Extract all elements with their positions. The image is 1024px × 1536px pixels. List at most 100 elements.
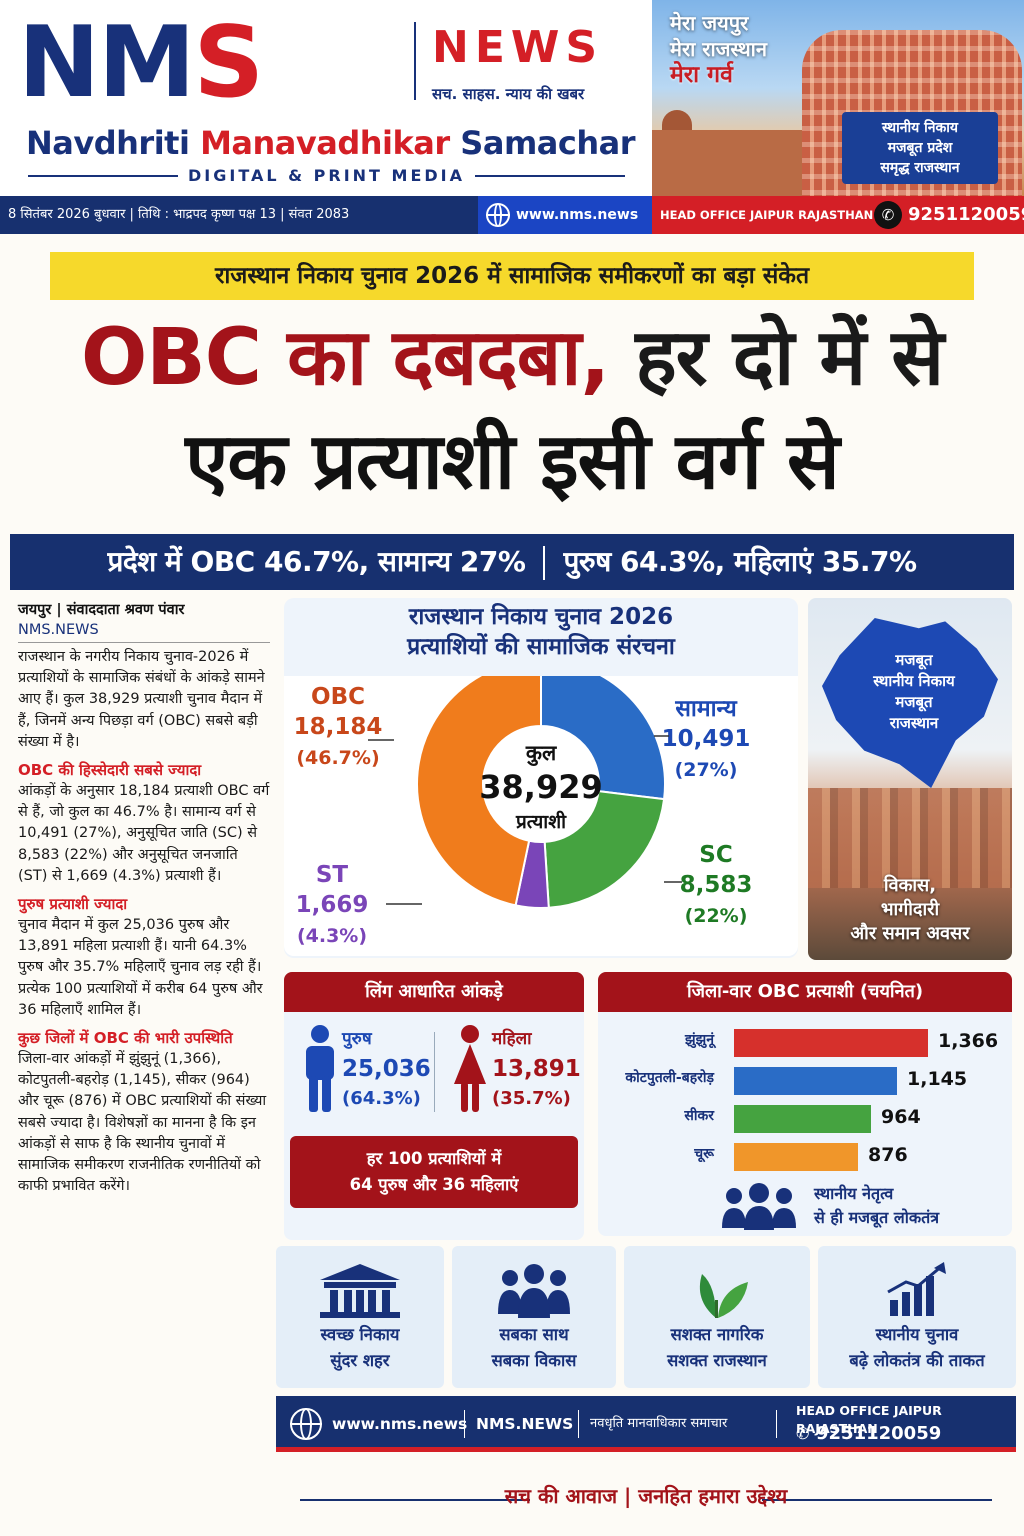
- leaf-icon: [699, 1274, 748, 1318]
- district-name: सीकर: [684, 1108, 714, 1124]
- article-paragraph: चुनाव मैदान में कुल 25,036 पुरुष और 13,8…: [18, 917, 263, 1018]
- footer-brand[interactable]: NMS.NEWS: [476, 1415, 574, 1433]
- nms-logo[interactable]: NMS: [18, 6, 264, 120]
- district-bar: [734, 1143, 858, 1171]
- masthead: NMS NEWS सच. साहस. न्याय की खबर Navdhrit…: [0, 0, 1024, 196]
- byline: जयपुर | संवाददाता श्रवण पंवार: [18, 602, 185, 618]
- gender-summary: हर 100 प्रत्याशियों में 64 पुरुष और 36 म…: [290, 1136, 578, 1208]
- article-body: जयपुर | संवाददाता श्रवण पंवार NMS.NEWS र…: [18, 600, 270, 1197]
- district-row: झुंझुनूं 1,366: [598, 1026, 1012, 1058]
- stat-bar: प्रदेश में OBC 46.7%, सामान्य 27% पुरुष 6…: [10, 534, 1014, 590]
- footer-office: HEAD OFFICE JAIPUR RAJASTHAN: [796, 1403, 942, 1436]
- globe-icon: [486, 203, 510, 227]
- divider: [434, 1032, 435, 1112]
- slogan: सच की आवाज | जनहित हमारा उद्देश्य: [504, 1484, 788, 1508]
- divider: [762, 1499, 992, 1501]
- head-office: HEAD OFFICE JAIPUR RAJASTHAN ✆ 925112005…: [652, 196, 1024, 234]
- pie-label-st: (4.3%): [297, 925, 367, 947]
- male-stat: पुरुष 25,036 (64.3%): [290, 1024, 431, 1114]
- fort-illustration: [652, 110, 822, 196]
- website-link[interactable]: www.nms.news: [478, 196, 652, 234]
- district-card-title: जिला-वार OBC प्रत्याशी (चयनित): [598, 972, 1012, 1012]
- district-value: 964: [881, 1106, 921, 1128]
- globe-icon: [290, 1408, 322, 1440]
- donut-chart: कुल38,929 प्रत्याशी सामान्य 10,491 (27%) SC 8,…: [294, 676, 753, 947]
- district-value: 1,366: [938, 1030, 999, 1052]
- pie-center-label: प्रत्याशी: [515, 810, 567, 833]
- footer-name: नवधृति मानवाधिकार समाचार: [590, 1416, 728, 1431]
- pie-label-sc: (22%): [685, 905, 748, 927]
- map-caption: विकास, भागीदारी और समान अवसर: [850, 875, 970, 944]
- pie-slice-sc: [543, 789, 666, 909]
- district-obc-card: जिला-वार OBC प्रत्याशी (चयनित) झुंझुनूं 1…: [598, 972, 1012, 1236]
- byline-site: NMS.NEWS: [18, 620, 270, 643]
- pie-label-सामान्य: 10,491: [662, 726, 751, 752]
- growth-chart-icon: [887, 1262, 946, 1316]
- district-row: सीकर 964: [598, 1102, 1012, 1134]
- footer-website[interactable]: www.nms.news: [332, 1415, 468, 1433]
- pie-label-सामान्य: सामान्य: [674, 696, 738, 722]
- publication-name: Navdhriti Manavadhikar Samachar: [26, 124, 635, 162]
- rajasthan-map-card: मजबूत स्थानीय निकाय मजबूत राजस्थान विकास…: [808, 598, 1012, 960]
- district-value: 876: [868, 1144, 908, 1166]
- article-paragraph: जिला-वार आंकड़ों में झुंझुनूं (1,366), क…: [18, 1051, 267, 1195]
- banner-slogan: मेरा जयपुर मेरा राजस्थान मेरा गर्व: [670, 11, 767, 88]
- pie-center-label: कुल: [525, 741, 557, 767]
- tile-democracy: स्थानीय चुनाव बढ़े लोकतंत्र की ताकत: [818, 1246, 1016, 1388]
- tile-empowered: सशक्त नागरिक सशक्त राजस्थान: [624, 1246, 810, 1388]
- district-row: चूरू 876: [598, 1140, 1012, 1172]
- tile-together: सबका साथ सबका विकास: [452, 1246, 616, 1388]
- date-line: 8 सितंबर 2026 बुधवार | तिथि : भाद्रपद कृ…: [0, 196, 478, 234]
- pie-label-obc: OBC: [311, 684, 365, 710]
- pie-slice-सामान्य: [540, 676, 666, 801]
- pie-title: राजस्थान निकाय चुनाव 2026 प्रत्याशियों क…: [407, 604, 675, 660]
- people-icon: [722, 1183, 796, 1230]
- kicker: राजस्थान निकाय चुनाव 2026 में सामाजिक सम…: [50, 252, 974, 300]
- district-name: झुंझुनूं: [685, 1032, 714, 1048]
- map-slogan: मजबूत स्थानीय निकाय मजबूत राजस्थान: [873, 651, 955, 732]
- tile-clean-city: स्वच्छ निकाय सुंदर शहर: [276, 1246, 444, 1388]
- info-strip: 8 सितंबर 2026 बुधवार | तिथि : भाद्रपद कृ…: [0, 196, 1024, 234]
- district-name: कोटपुतली-बहरोड़: [625, 1070, 714, 1086]
- phone-icon: ✆: [796, 1424, 810, 1443]
- banner-badge: स्थानीय निकाय मजबूत प्रदेश समृद्ध राजस्थ…: [842, 112, 998, 184]
- gender-card-title: लिंग आधारित आंकड़े: [284, 972, 584, 1012]
- male-icon: [306, 1025, 334, 1112]
- pie-label-st: ST: [316, 862, 349, 888]
- article-paragraph: राजस्थान के नगरीय निकाय चुनाव-2026 में प…: [18, 649, 265, 750]
- pie-label-obc: (46.7%): [296, 747, 379, 769]
- district-footer: स्थानीय नेतृत्व से ही मजबूत लोकतंत्र: [720, 1178, 980, 1230]
- pie-label-सामान्य: (27%): [675, 759, 738, 781]
- phone-icon: ✆: [874, 201, 902, 229]
- footer-bar: www.nms.news NMS.NEWS नवधृति मानवाधिकार …: [276, 1396, 1016, 1452]
- footer-phone[interactable]: 9251120059: [816, 1423, 942, 1444]
- district-row: कोटपुतली-बहरोड़ 1,145: [598, 1064, 1012, 1096]
- city-illustration: [808, 788, 1012, 888]
- female-stat: महिला 13,891 (35.7%): [440, 1024, 581, 1114]
- district-bar: [734, 1029, 928, 1057]
- gender-stats-card: लिंग आधारित आंकड़े पुरुष 25,036 (64.3%) …: [284, 972, 584, 1240]
- logo-news: NEWS: [432, 22, 604, 73]
- pie-label-obc: 18,184: [294, 714, 383, 740]
- media-label: DIGITAL & PRINT MEDIA: [27, 166, 626, 185]
- divider: [300, 1499, 530, 1501]
- pie-label-sc: SC: [699, 842, 732, 868]
- district-bar: [734, 1067, 897, 1095]
- phone-number[interactable]: 9251120059: [908, 204, 1024, 225]
- pie-panel: कुल 38,929 प्रत्याशी सामान्य 10,491 (27%) SC 8,…: [284, 676, 798, 956]
- pie-label-st: 1,669: [296, 892, 369, 918]
- district-bar: [734, 1105, 871, 1133]
- hawa-mahal-banner: मेरा जयपुर मेरा राजस्थान मेरा गर्व स्थान…: [652, 0, 1024, 196]
- tagline: सच. साहस. न्याय की खबर: [432, 85, 585, 103]
- article-subhead: पुरुष प्रत्याशी ज्यादा: [18, 895, 128, 914]
- district-value: 1,145: [907, 1068, 968, 1090]
- pie-center-label: 38,929: [479, 768, 602, 806]
- article-subhead: कुछ जिलों में OBC की भारी उपस्थिति: [18, 1029, 233, 1048]
- article-subhead: OBC की हिस्सेदारी सबसे ज्यादा: [18, 761, 202, 780]
- logo-divider: [414, 22, 416, 100]
- people-icon: [498, 1264, 570, 1318]
- pie-label-sc: 8,583: [680, 872, 753, 898]
- pie-slice-obc: [416, 676, 542, 907]
- female-icon: [454, 1025, 486, 1112]
- social-composition-card: राजस्थान निकाय चुनाव 2026 प्रत्याशियों क…: [284, 598, 798, 958]
